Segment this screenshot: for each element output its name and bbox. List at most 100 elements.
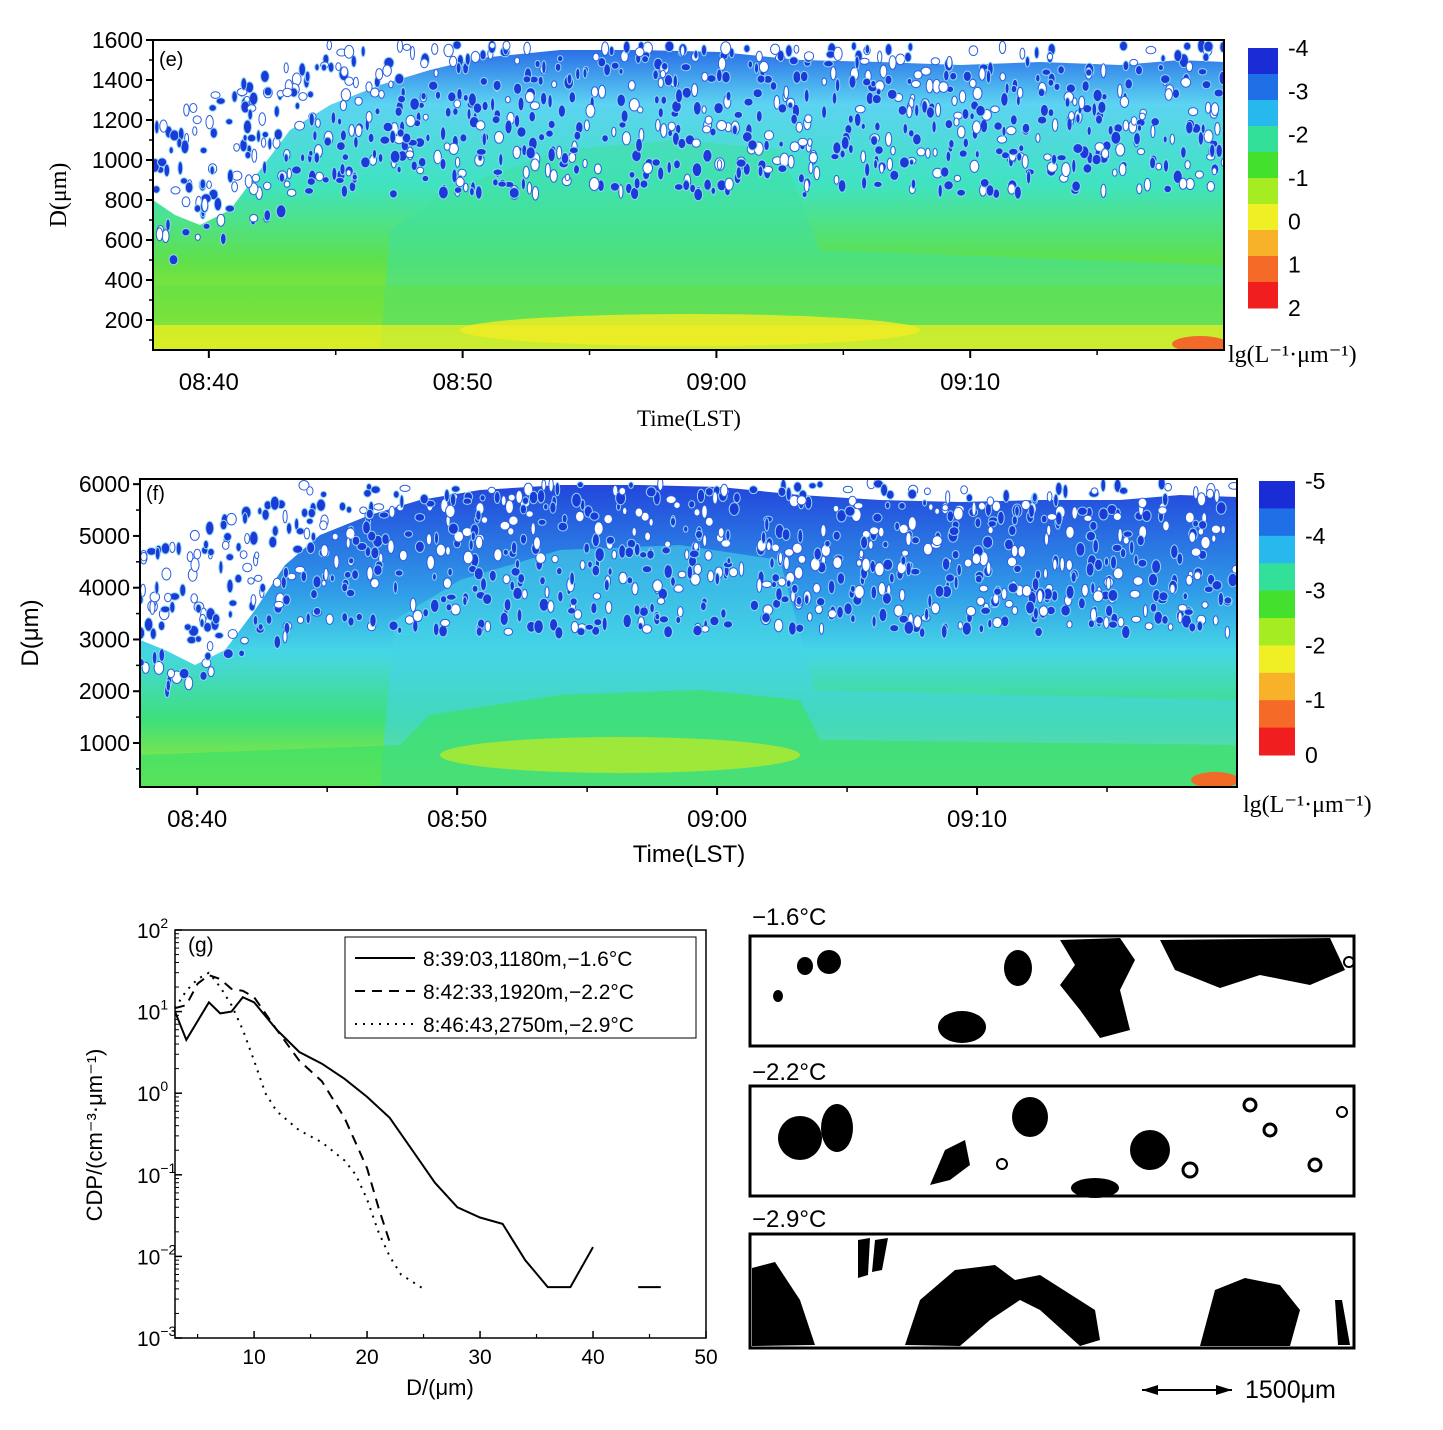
contour-speck [519,533,528,545]
contour-speck [181,196,191,208]
contour-speck [1227,572,1237,588]
contour-speck [661,546,671,555]
contour-speck [433,68,439,78]
colorbar-swatch [1248,74,1278,101]
contour-speck [1002,489,1010,503]
contour-speck [683,525,689,533]
contour-speck [884,43,893,56]
contour-speck [639,179,649,189]
contour-speck [628,481,634,489]
contour-speck [263,86,273,97]
colorbar-swatch [1248,100,1278,127]
contour-speck [348,123,356,137]
contour-speck [307,507,316,519]
contour-speck [257,623,264,631]
contour-speck [189,529,200,541]
contour-speck [149,627,157,640]
contour-speck [1211,534,1217,543]
contour-speck [336,141,346,152]
contour-speck [1001,151,1010,160]
y-tick-exponent: 0 [160,1078,168,1094]
contour-speck [1072,97,1078,107]
contour-speck [308,149,314,157]
contour-speck [225,553,235,562]
contour-speck [450,603,461,616]
contour-speck [816,597,826,607]
contour-speck [228,599,238,607]
contour-speck [962,137,969,149]
contour-speck [250,594,257,607]
contour-speck [526,181,533,195]
contour-speck [286,168,292,180]
contour-speck [522,165,530,179]
contour-speck [978,67,986,81]
contour-speck [451,168,458,184]
contour-speck [517,573,526,584]
contour-speck [717,527,725,538]
contour-speck [343,570,352,579]
axes-f-ylabel: D(μm) [17,599,44,666]
contour-speck [787,154,795,169]
contour-speck [494,131,504,144]
contour-speck [533,619,544,634]
contour-speck [675,616,682,624]
contour-speck [305,517,314,525]
contour-speck [199,618,205,628]
contour-speck [871,615,877,628]
contour-speck [388,620,399,632]
contour-speck [972,120,982,134]
contour-speck [210,91,221,99]
contour-speck [193,548,202,560]
contour-speck [911,536,920,545]
contour-speck [378,89,385,99]
contour-speck [227,610,233,619]
contour-speck [918,627,926,639]
contour-speck [221,540,230,550]
contour-speck [497,180,507,188]
contour-speck [347,616,355,627]
contour-speck [707,570,715,583]
contour-speck [1032,607,1039,620]
contour-speck [686,565,693,580]
contour-speck [224,204,236,213]
contour-speck [447,522,459,535]
contour-speck [155,227,164,242]
contour-speck [209,127,218,139]
contour-speck [339,129,347,142]
contour-speck [652,579,663,593]
colorbar-swatch [1259,672,1295,701]
contour-speck [410,46,415,60]
contour-speck [269,495,280,511]
contour-speck [1060,604,1071,617]
contour-speck [1193,571,1202,581]
contour-speck [432,622,440,637]
contour-speck [1005,126,1017,136]
contour-speck [787,101,794,110]
contour-speck [1013,185,1022,200]
contour-speck [943,69,950,82]
contour-speck [1065,525,1075,539]
contour-speck [320,544,329,558]
contour-speck [254,574,263,582]
contour-speck [873,180,883,188]
contour-speck [313,152,320,164]
contour-speck [273,128,283,141]
contour-speck [869,526,880,536]
contour-speck [575,510,585,523]
contour-speck [1137,497,1148,509]
contour-speck [907,516,917,531]
contour-speck [310,531,317,542]
contour-speck [375,68,384,81]
contour-speck [205,520,215,536]
contour-speck [409,97,420,111]
contour-speck [660,123,668,138]
colorbar-tick-label: 0 [1305,742,1318,768]
contour-speck [492,178,499,187]
contour-speck [183,103,190,117]
contour-speck [231,90,238,103]
colorbar-tick-label: -5 [1305,468,1325,494]
contour-speck [1136,534,1145,547]
contour-speck [1117,528,1123,543]
contour-speck [901,549,909,557]
contour-speck [388,80,394,89]
